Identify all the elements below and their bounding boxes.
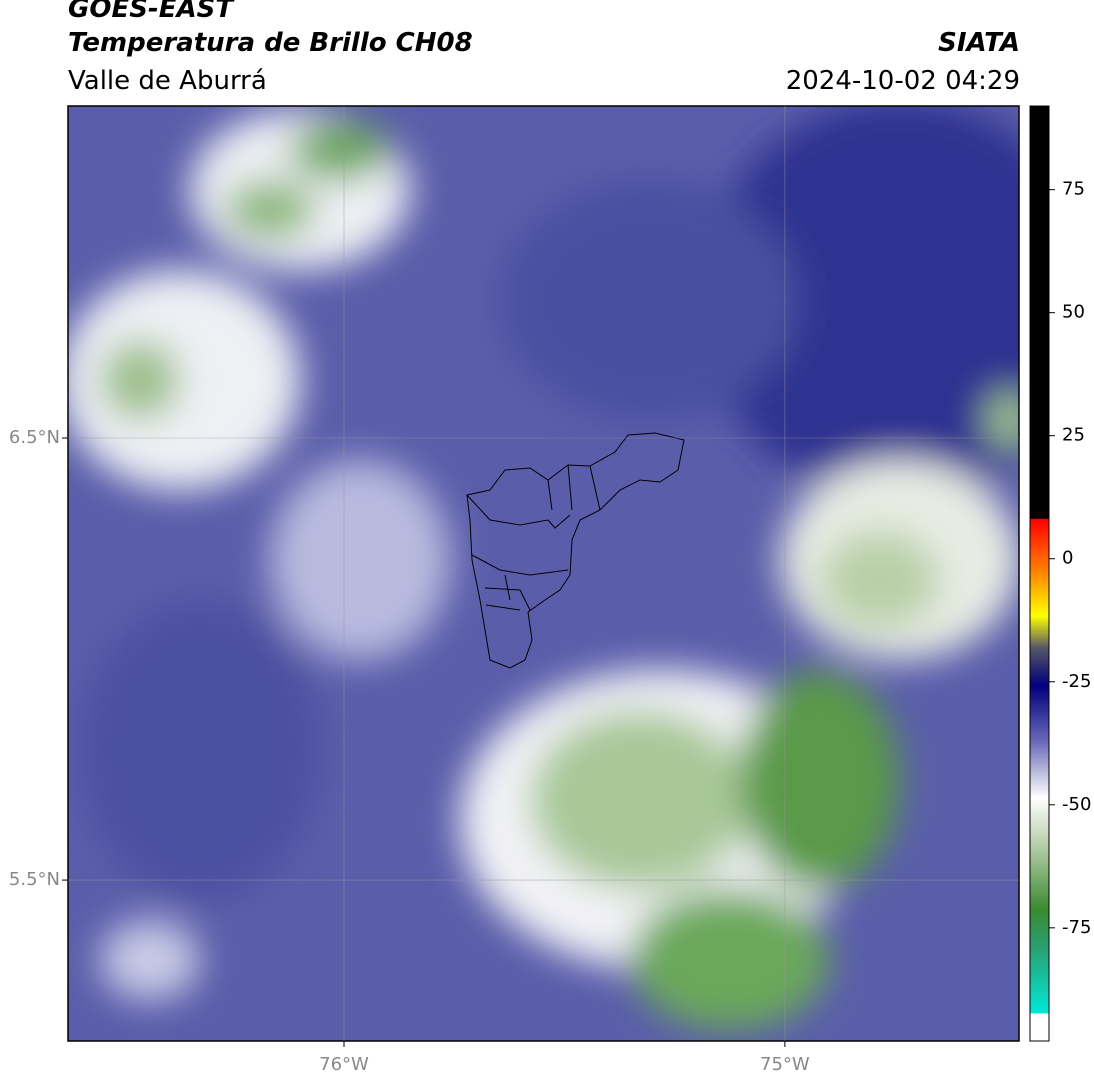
colorbar-tick-label: 0: [1062, 548, 1073, 569]
watershed-outline: [466, 432, 685, 669]
subtitle: Temperatura de Brillo CH08: [68, 28, 473, 58]
source: SIATA: [938, 28, 1020, 58]
map-frame: [67, 105, 1020, 1042]
y-tick-label: 6.5°N: [9, 427, 60, 448]
colorbar-tick-label: 50: [1062, 302, 1085, 323]
x-tick-label: 75°W: [760, 1054, 810, 1075]
x-tick-label: 76°W: [319, 1054, 369, 1075]
region: Valle de Aburrá: [68, 66, 267, 96]
colorbar-tick-label: -75: [1062, 917, 1091, 938]
title: GOES-EAST: [68, 0, 234, 24]
colorbar-tick-label: 75: [1062, 179, 1085, 200]
colorbar-tick-label: -50: [1062, 794, 1091, 815]
map-image: [68, 106, 1019, 1041]
colorbar: [1029, 105, 1050, 1042]
colorbar-tick-label: 25: [1062, 425, 1085, 446]
datetime: 2024-10-02 04:29: [785, 66, 1020, 96]
colorbar-tick-label: -25: [1062, 671, 1091, 692]
y-tick-label: 5.5°N: [9, 869, 60, 890]
